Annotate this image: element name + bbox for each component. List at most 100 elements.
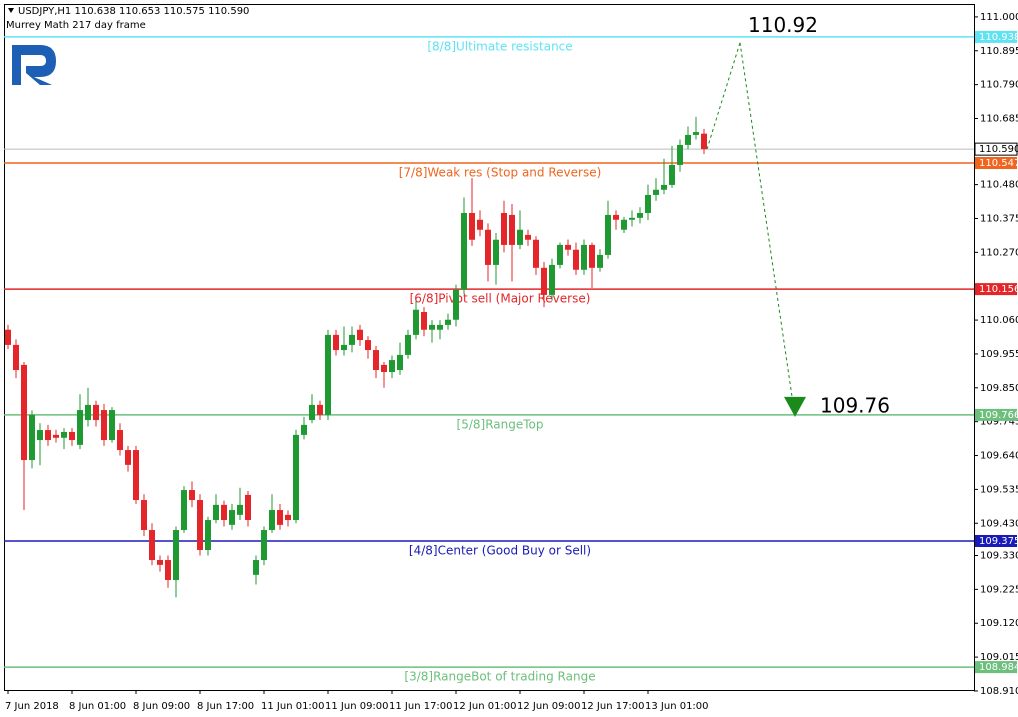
level-label: [8/8]Ultimate resistance [427,39,572,53]
candle-body [629,217,635,220]
level-label: [6/8]Pivot sell (Major Reverse) [410,292,591,306]
candle-body [637,212,643,218]
candle-body [293,434,299,521]
x-tick-label: 8 Jun 17:00 [197,701,254,712]
candle-body [181,490,187,531]
x-tick-label: 8 Jun 01:00 [69,701,126,712]
x-tick-label: 12 Jun 17:00 [581,701,645,712]
candle-body [357,329,363,341]
candle-body [405,334,411,355]
candle-body [509,214,515,245]
x-tick-label: 8 Jun 09:00 [133,701,190,712]
forecast-path [739,42,796,417]
level-label: [5/8]RangeTop [457,417,544,431]
candle-body [597,254,603,268]
candle-body [333,334,339,351]
candle-body [669,164,675,185]
candle-body [453,289,459,320]
candle-body [589,244,595,268]
candle-body [541,267,547,295]
y-tick-label: 110.790 [980,80,1018,91]
x-tick-label: 11 Jun 17:00 [389,701,453,712]
candle-body [125,450,131,465]
candle-body [165,560,171,581]
y-tick-label: 110.685 [980,113,1018,124]
candle-body [309,404,315,421]
y-tick-label: 109.955 [980,349,1018,360]
y-tick-label: 109.430 [980,518,1018,529]
level-price: 110.156 [979,284,1018,295]
candle-body [85,404,91,421]
level-price-box [975,661,1017,674]
candle-body [621,219,627,230]
y-tick-label: 110.480 [980,180,1018,191]
candle-body [469,212,475,240]
y-tick-label: 109.120 [980,618,1018,629]
candle-body [389,360,395,372]
candle-body [237,504,243,515]
candle-body [13,344,19,371]
y-tick-label: 108.910 [980,686,1018,697]
candle-body [533,239,539,268]
x-tick-label: 7 Jun 2018 [5,701,59,712]
candle-body [229,510,235,525]
candle-body [341,344,347,351]
candle-body [277,510,283,525]
y-tick-label: 109.225 [980,584,1018,595]
level-price: 109.766 [979,410,1018,421]
candle-body [109,410,115,441]
level-price-box [975,30,1017,43]
candle-body [197,500,203,551]
forecast-lead [706,42,741,150]
x-tick-label: 12 Jun 09:00 [517,701,581,712]
x-tick-label: 11 Jun 01:00 [261,701,325,712]
candle-body [573,249,579,270]
level-price-box [975,283,1017,296]
candle-body [677,144,683,165]
x-tick-label: 11 Jun 09:00 [325,701,389,712]
candle-body [253,560,259,575]
candle-body [317,404,323,415]
y-tick-label: 109.640 [980,451,1018,462]
forecast-arrow [784,396,806,417]
candle-body [45,430,51,441]
level-label: [4/8]Center (Good Buy or Sell) [409,543,591,557]
candle-body [205,520,211,551]
forecast-label: 109.76 [820,393,890,417]
candle-body [701,133,707,150]
candle-body [461,212,467,290]
candle-body [117,430,123,451]
candle-body [565,244,571,250]
candle-body [101,410,107,441]
indicator-name: Murrey Math 217 day frame [6,20,146,31]
bid-price: 110.590 [979,144,1018,155]
level-price: 110.938 [979,32,1018,43]
candle-body [613,214,619,220]
level-label: [7/8]Weak res (Stop and Reverse) [399,166,602,180]
candle-body [445,319,451,325]
level-label: [3/8]RangeBot of trading Range [404,670,595,684]
candle-body [245,494,251,521]
candle-body [69,431,75,441]
candle-body [693,132,699,135]
candle-body [429,324,435,330]
y-tick-label: 111.000 [980,12,1018,23]
candle-body [605,214,611,255]
candle-body [525,234,531,240]
level-price-box [975,157,1017,170]
candle-body [77,410,83,445]
candle-body [269,510,275,531]
candle-body [437,324,443,330]
candle-body [213,504,219,521]
y-tick-label: 109.745 [980,417,1018,428]
candle-body [501,212,507,245]
candle-body [221,504,227,521]
y-tick-label: 109.330 [980,551,1018,562]
candle-body [645,194,651,213]
x-tick-label: 13 Jun 01:00 [645,701,709,712]
candle-body [685,134,691,145]
y-tick-label: 109.850 [980,383,1018,394]
candle-body [261,530,267,561]
bid-price-box [974,142,1018,156]
